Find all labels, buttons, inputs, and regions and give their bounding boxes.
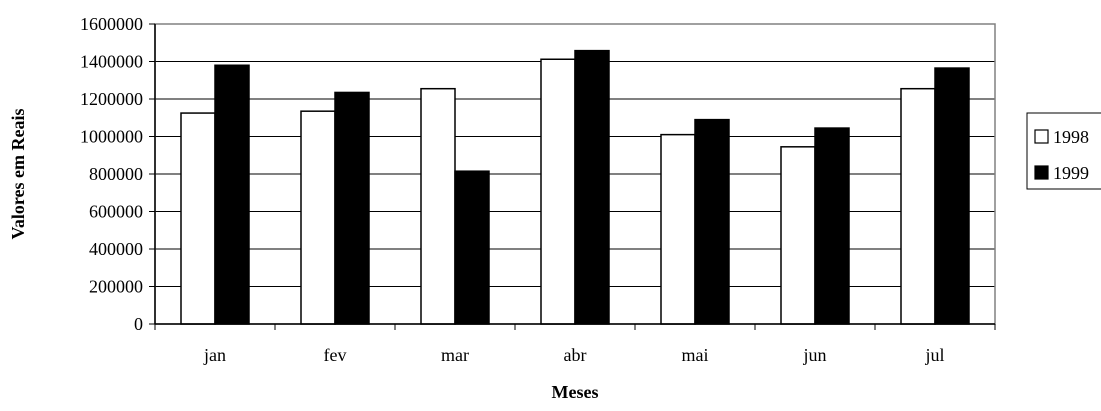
y-tick-label: 1400000 [80, 52, 143, 72]
x-tick-label: jul [924, 345, 944, 365]
legend-swatch-1999 [1034, 165, 1049, 180]
legend: 1998 1999 [1026, 112, 1101, 190]
bar-1998-jun [780, 146, 816, 325]
legend-label-1999: 1999 [1053, 163, 1089, 183]
x-tick-label: fev [324, 345, 347, 365]
bar-1999-abr [574, 49, 610, 325]
y-tick-label: 1200000 [80, 89, 143, 109]
bar-1998-jul [900, 87, 936, 325]
bar-1999-jun [814, 127, 850, 325]
x-axis-title: Meses [552, 382, 599, 402]
y-tick-label: 1000000 [80, 127, 143, 147]
y-tick-label: 400000 [89, 239, 143, 259]
bar-1998-mar [420, 87, 456, 325]
y-tick-labels: 0 200000 400000 600000 800000 1000000 1200000 1… [80, 14, 143, 334]
y-tick-label: 800000 [89, 164, 143, 184]
x-tick-label: mai [682, 345, 709, 365]
y-tick-label: 600000 [89, 202, 143, 222]
bar-1999-jul [934, 67, 970, 325]
y-tick-label: 200000 [89, 277, 143, 297]
bar-1999-fev [334, 91, 370, 325]
x-tick-label: mar [441, 345, 469, 365]
x-tick-label: abr [564, 345, 587, 365]
axes [149, 23, 996, 330]
x-tick-label: jun [802, 345, 826, 365]
bar-1998-jan [180, 112, 216, 325]
y-axis-title: Valores em Reais [8, 109, 28, 240]
x-tick-label: jan [203, 345, 226, 365]
bar-1999-mar [454, 170, 490, 325]
bar-1999-jan [214, 64, 250, 325]
bar-1998-mai [660, 133, 696, 325]
bar-1998-abr [540, 58, 576, 325]
x-tick-labels: jan fev mar abr mai jun jul [203, 345, 945, 365]
legend-label-1998: 1998 [1053, 127, 1089, 147]
y-tick-label: 0 [134, 314, 143, 334]
bar-1998-fev [300, 110, 336, 325]
legend-swatch-1998 [1034, 129, 1049, 144]
y-tick-label: 1600000 [80, 14, 143, 34]
bars [180, 49, 970, 325]
bar-1999-mai [694, 118, 730, 325]
